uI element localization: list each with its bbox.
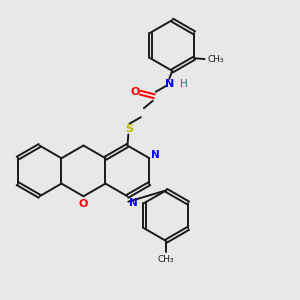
Text: N: N <box>151 150 160 160</box>
Text: O: O <box>130 87 140 97</box>
Text: N: N <box>165 79 174 89</box>
Text: S: S <box>125 124 133 134</box>
Text: N: N <box>129 198 138 208</box>
Text: CH₃: CH₃ <box>208 55 224 64</box>
Text: O: O <box>79 199 88 209</box>
Text: H: H <box>180 79 188 89</box>
Text: CH₃: CH₃ <box>158 254 175 263</box>
